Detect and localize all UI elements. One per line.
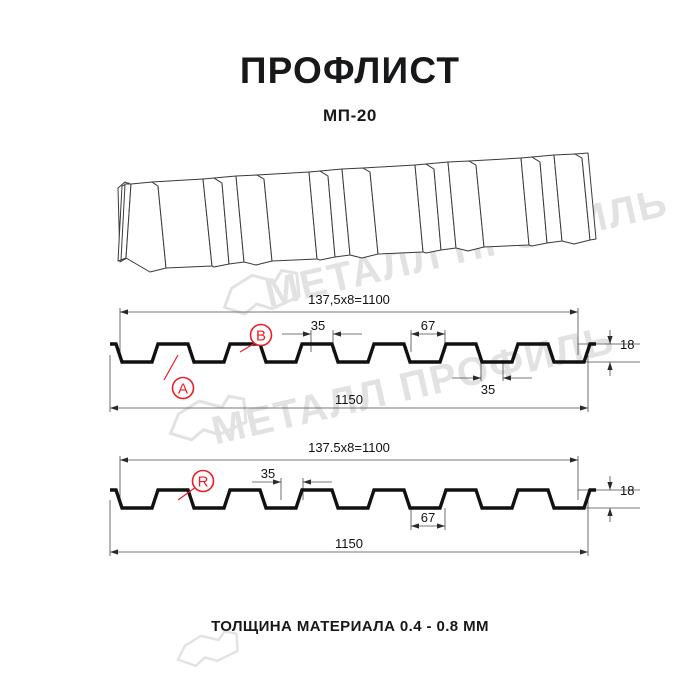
isometric-corrugated-sheet xyxy=(117,152,597,273)
material-thickness-label: ТОЛЩИНА МАТЕРИАЛА 0.4 - 0.8 ММ xyxy=(211,618,489,635)
bottom-callout-R: R xyxy=(177,469,215,501)
callout-label-r: R xyxy=(198,474,209,491)
profile-section-top: A B 137,5x8=1100 1150 35 67 35 18 xyxy=(109,292,640,412)
page-title: ПРОФЛИСТ xyxy=(239,50,461,91)
metall-profil-logo-icon-2 xyxy=(168,394,248,442)
callout-label-b: B xyxy=(256,328,266,345)
page-subtitle: МП-20 xyxy=(323,106,377,125)
footer-block: ТОЛЩИНА МАТЕРИАЛА 0.4 - 0.8 ММ xyxy=(0,618,700,635)
metall-profil-logo-icon-3 xyxy=(176,630,239,668)
bottom-dim-height: 18 xyxy=(620,483,634,498)
bottom-dim-pitch: 137.5x8=1100 xyxy=(308,440,390,455)
top-dim-pitch: 137,5x8=1100 xyxy=(308,292,390,307)
top-profile-outline xyxy=(110,342,596,364)
bottom-dim-total-width: 1150 xyxy=(335,536,363,551)
title-block: ПРОФЛИСТ МП-20 xyxy=(0,52,700,126)
top-dim-slope-right: 35 xyxy=(481,382,495,397)
callout-label-a: A xyxy=(178,381,188,398)
top-dim-total-width: 1150 xyxy=(335,392,363,407)
profile-section-bottom: R 137.5x8=1100 1150 35 67 18 xyxy=(109,440,640,556)
top-callout-A: A xyxy=(163,354,195,400)
metall-profil-logo-icon xyxy=(222,268,301,316)
top-dim-height: 18 xyxy=(620,337,634,352)
bottom-dim-slope-left: 35 xyxy=(261,466,275,481)
top-dim-slope-left: 35 xyxy=(311,318,325,333)
bottom-dim-rib-top-width: 67 xyxy=(421,510,435,525)
bottom-profile-outline xyxy=(110,488,596,510)
corrugation-facets xyxy=(125,152,597,273)
top-dim-rib-top-width: 67 xyxy=(421,318,435,333)
top-callout-B: B xyxy=(239,323,273,353)
top-dimension-arrows xyxy=(110,309,613,411)
bottom-dimension-lines xyxy=(109,456,640,556)
bottom-dimension-arrows xyxy=(110,457,613,555)
